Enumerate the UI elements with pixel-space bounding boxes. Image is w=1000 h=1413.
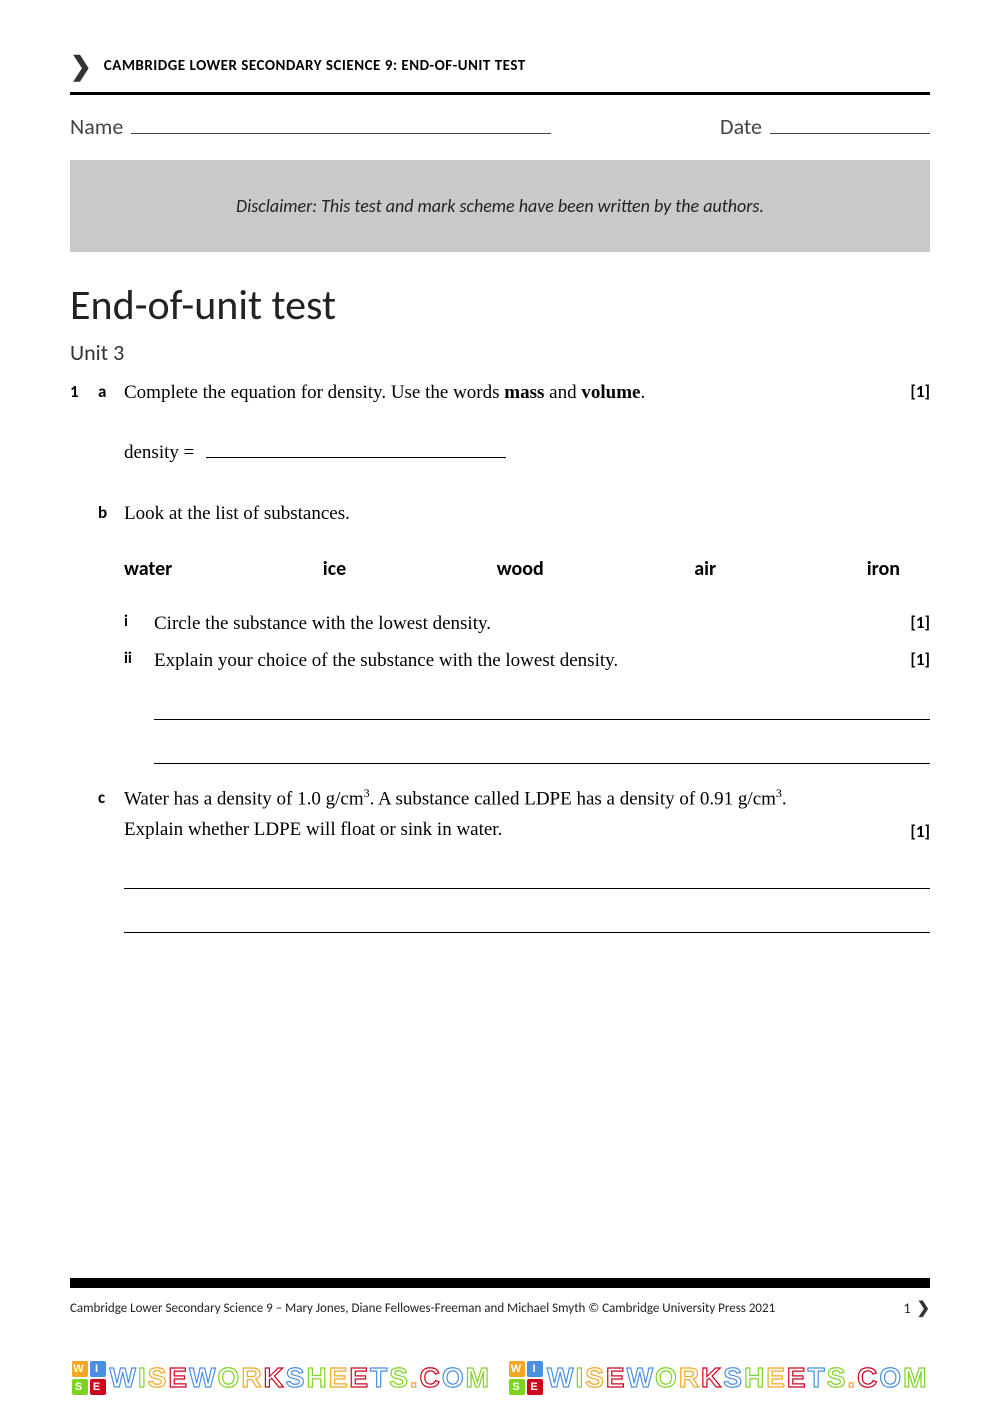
main-title: End-of-unit test (70, 280, 930, 331)
q1a-text: Complete the equation for density. Use t… (124, 378, 890, 408)
date-blank[interactable] (770, 114, 930, 134)
q1c-letter: c (98, 784, 124, 811)
q1a-marks: [1] (890, 378, 930, 405)
page-number: 1 (903, 1300, 910, 1317)
q1bii-roman: ii (124, 646, 154, 672)
q1bii-text: Explain your choice of the substance wit… (154, 646, 890, 676)
q1bii-marks: [1] (890, 646, 930, 673)
q1bi-text: Circle the substance with the lowest den… (154, 609, 890, 639)
substance-wood: wood (497, 553, 544, 585)
q1bi-marks: [1] (890, 609, 930, 636)
name-field: Name (70, 113, 551, 140)
watermark-grid-icon: WISE (72, 1361, 106, 1395)
q1a-letter: a (98, 378, 124, 405)
footer-text: Cambridge Lower Secondary Science 9 – Ma… (70, 1301, 775, 1316)
q1a-row: 1 a Complete the equation for density. U… (70, 378, 930, 408)
substance-iron: iron (867, 553, 900, 585)
question-1: 1 a Complete the equation for density. U… (70, 378, 930, 933)
date-field: Date (720, 113, 930, 140)
density-blank[interactable] (206, 457, 506, 458)
unit-subtitle: Unit 3 (70, 339, 930, 366)
q1c-answer-line-1[interactable] (124, 865, 930, 889)
density-label: density = (124, 438, 194, 468)
date-label: Date (720, 113, 762, 140)
substance-water: water (124, 553, 172, 585)
name-date-row: Name Date (70, 113, 930, 140)
q1bii-answer-line-2[interactable] (154, 740, 930, 764)
q1c-text: Water has a density of 1.0 g/cm3. A subs… (124, 784, 890, 845)
q1bi-roman: i (124, 609, 154, 635)
q1bii-answer-line-1[interactable] (154, 696, 930, 720)
chevron-right-icon: ❯ (70, 50, 92, 82)
q1b-row: b Look at the list of substances. (70, 499, 930, 529)
name-blank[interactable] (131, 114, 551, 134)
substance-ice: ice (323, 553, 346, 585)
q1bii-row: ii Explain your choice of the substance … (70, 646, 930, 676)
q1-number: 1 (70, 378, 98, 405)
disclaimer-text: Disclaimer: This test and mark scheme ha… (236, 195, 764, 217)
watermark: WISE WISEWORKSHEETS.COM WISE WISEWORKSHE… (0, 1361, 1000, 1395)
header-title: CAMBRIDGE LOWER SECONDARY SCIENCE 9: END… (104, 57, 526, 75)
substances-list: water ice wood air iron (124, 553, 900, 585)
watermark-grid-icon: WISE (509, 1361, 543, 1395)
q1c-marks: [1] (890, 818, 930, 845)
q1b-letter: b (98, 499, 124, 526)
watermark-unit-2: WISE WISEWORKSHEETS.COM (509, 1361, 929, 1395)
substance-air: air (694, 553, 716, 585)
header-rule (70, 92, 930, 95)
watermark-text: WISEWORKSHEETS.COM (110, 1362, 492, 1394)
page-header: ❯ CAMBRIDGE LOWER SECONDARY SCIENCE 9: E… (70, 50, 930, 82)
footer-page: 1 ❯ (903, 1298, 930, 1318)
density-equation: density = (124, 438, 930, 468)
q1c-answer-line-2[interactable] (124, 909, 930, 933)
disclaimer-box: Disclaimer: This test and mark scheme ha… (70, 160, 930, 252)
page-footer: Cambridge Lower Secondary Science 9 – Ma… (70, 1278, 930, 1318)
q1b-text: Look at the list of substances. (124, 499, 890, 529)
q1c-row: c Water has a density of 1.0 g/cm3. A su… (70, 784, 930, 845)
watermark-unit-1: WISE WISEWORKSHEETS.COM (72, 1361, 492, 1395)
chevron-right-icon: ❯ (917, 1298, 930, 1318)
q1bi-row: i Circle the substance with the lowest d… (70, 609, 930, 639)
watermark-text: WISEWORKSHEETS.COM (547, 1362, 929, 1394)
name-label: Name (70, 113, 123, 140)
